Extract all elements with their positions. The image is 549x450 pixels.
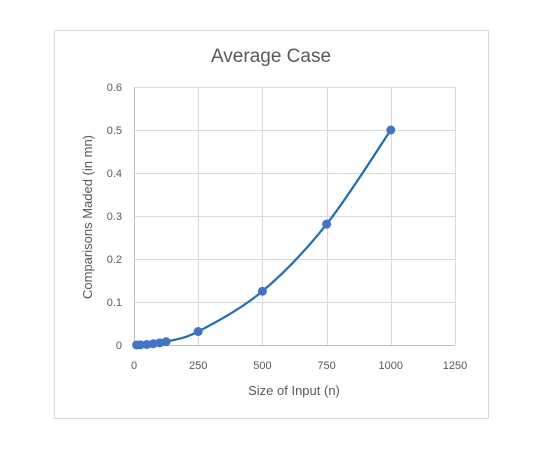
data-series bbox=[132, 125, 396, 350]
x-tick-label: 0 bbox=[131, 360, 137, 372]
x-axis-title: Size of Input (n) bbox=[248, 383, 340, 398]
data-point bbox=[135, 340, 145, 350]
data-point bbox=[257, 286, 267, 296]
y-axis-title: Comparisons Maded (in mn) bbox=[80, 135, 95, 299]
x-tick-label: 1250 bbox=[443, 360, 467, 372]
axes bbox=[134, 87, 455, 346]
y-tick-label: 0.6 bbox=[107, 82, 122, 94]
y-tick-label: 0.4 bbox=[107, 168, 122, 180]
data-point bbox=[161, 337, 171, 347]
x-tick-label: 250 bbox=[189, 360, 207, 372]
data-point bbox=[193, 327, 203, 337]
y-tick-label: 0.5 bbox=[107, 125, 122, 137]
x-tick-label: 1000 bbox=[379, 360, 403, 372]
y-tick-label: 0.2 bbox=[107, 254, 122, 266]
chart-area-frame bbox=[54, 30, 489, 419]
data-point bbox=[322, 219, 332, 229]
x-tick-label: 500 bbox=[253, 360, 271, 372]
chart-title: Average Case bbox=[211, 46, 331, 67]
tick-labels: 0 250 500 750 1000 1250 0 0.1 0.2 0.3 0.4 0.5 0.6 bbox=[107, 82, 468, 372]
x-tick-label: 750 bbox=[317, 360, 335, 372]
data-point bbox=[386, 125, 396, 135]
y-tick-label: 0.3 bbox=[107, 211, 122, 223]
y-tick-label: 0.1 bbox=[107, 297, 122, 309]
y-tick-label: 0 bbox=[116, 340, 122, 352]
